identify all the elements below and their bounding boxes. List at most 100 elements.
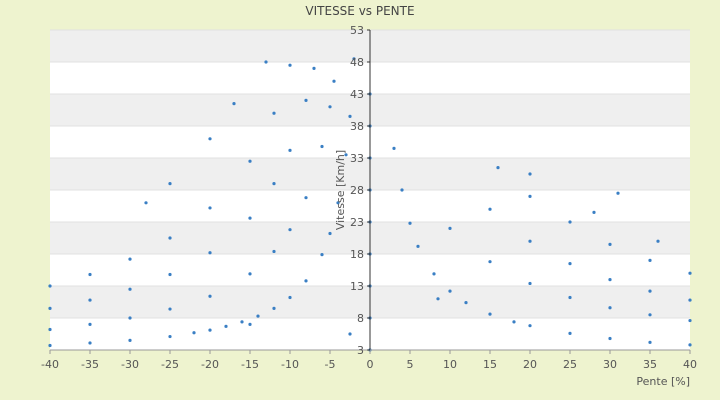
y-tick-label: 3 [357,344,364,357]
y-tick-label: 33 [350,152,364,165]
data-point [348,114,352,118]
data-point [488,312,492,316]
data-point [608,278,612,282]
data-point [48,327,52,332]
data-point [616,191,620,195]
data-point [688,298,692,302]
data-point [248,272,252,276]
data-point [128,257,132,261]
data-point [320,253,324,257]
data-point [288,63,292,67]
data-point [304,98,308,102]
data-point [256,314,260,318]
y-tick-label: 18 [350,248,364,261]
data-point [208,251,212,255]
data-point [488,207,492,211]
data-point [512,320,516,324]
y-tick-label: 13 [350,280,364,293]
data-point [328,105,332,109]
y-tick-label: 53 [350,24,364,37]
data-point [304,196,308,200]
x-tick-label: -20 [201,358,219,371]
data-point [332,79,336,83]
data-point [432,272,436,276]
data-point [88,341,92,345]
data-point [208,137,212,141]
data-point [528,281,532,286]
data-point [528,239,532,243]
data-point [608,336,612,341]
data-point [568,220,572,224]
data-point [168,182,172,186]
data-point [528,324,532,328]
x-axis-label: Pente [%] [636,375,690,388]
data-point [168,307,172,311]
data-point [128,316,132,320]
data-points [48,57,692,352]
data-point [688,271,692,275]
x-tick-label: 20 [523,358,537,371]
x-tick-label: -5 [325,358,336,371]
data-point [192,331,196,335]
x-tick-label: 40 [683,358,697,371]
data-point [352,57,356,61]
data-point [232,102,236,106]
data-point [304,279,308,283]
data-point [528,194,532,198]
chart-title: VITESSE vs PENTE [305,4,414,18]
data-point [312,66,316,70]
data-point [48,343,52,348]
data-point [272,249,276,254]
data-point [288,228,292,232]
data-point [688,318,692,323]
x-tick-label: -25 [161,358,179,371]
data-point [288,295,292,300]
y-tick-label: 48 [350,56,364,69]
data-point [648,289,652,293]
data-point [320,144,324,149]
y-tick-label: 43 [350,88,364,101]
data-point [144,201,148,205]
data-point [400,188,404,192]
data-series [48,79,692,332]
data-point [568,295,572,300]
data-point [336,201,340,205]
x-tick-label: -40 [41,358,59,371]
data-point [272,182,276,186]
data-point [168,334,172,339]
data-point [264,60,268,64]
data-point [328,231,332,236]
data-point [496,166,500,170]
y-tick-label: 8 [357,312,364,325]
y-axis-label: Vitesse [Km/h] [334,150,347,230]
data-point [88,298,92,302]
x-tick-labels: -40 -35 -30 -25 -20 -15 -10 -5 0 5 10 15 20 25 30 35 40 [41,350,697,371]
data-point [288,148,292,152]
x-tick-label: -35 [81,358,99,371]
y-tick-label: 23 [350,216,364,229]
x-tick-label: 5 [407,358,414,371]
data-point [392,146,396,150]
data-point [248,216,252,220]
data-point [688,343,692,347]
data-point [128,338,132,342]
data-point [88,322,92,326]
data-point [48,284,52,288]
data-point [248,322,252,326]
data-point [240,320,244,324]
data-point [464,301,468,305]
data-point [248,159,252,163]
x-tick-label: -30 [121,358,139,371]
data-point [648,313,652,317]
data-point [168,272,172,277]
y-tick-label: 28 [350,184,364,197]
data-point [48,306,52,310]
data-series [48,63,692,288]
data-point [224,324,228,328]
data-point [648,340,652,344]
data-point [608,306,612,310]
data-point [168,236,172,240]
